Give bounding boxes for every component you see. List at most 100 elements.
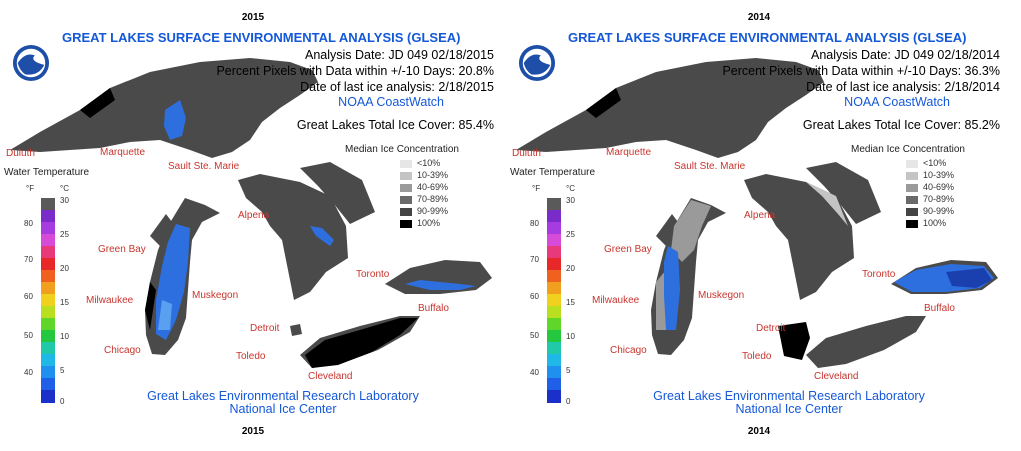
- city-sault-ste-marie: Sault Ste. Marie: [674, 161, 746, 172]
- city-marquette: Marquette: [606, 147, 652, 158]
- credit-nic: National Ice Center: [229, 402, 337, 416]
- open-water: [164, 100, 186, 140]
- map-title: GREAT LAKES SURFACE ENVIRONMENTAL ANALYS…: [62, 30, 461, 45]
- f-tick: 60: [530, 292, 539, 301]
- open-water: [405, 280, 476, 290]
- water-temp-title: Water Temperature: [510, 167, 596, 178]
- legend-label: 70-89%: [417, 194, 449, 204]
- city-sault-ste-marie: Sault Ste. Marie: [168, 161, 240, 172]
- credit-nic: National Ice Center: [735, 402, 843, 416]
- f-tick: 70: [530, 255, 539, 264]
- temperature-colorbar: [41, 198, 55, 403]
- percent-pixels: Percent Pixels with Data within +/-10 Da…: [722, 64, 1000, 78]
- c-tick: 25: [60, 230, 69, 239]
- legend-label: 10-39%: [923, 170, 955, 180]
- f-tick: 50: [24, 331, 33, 340]
- c-tick: 0: [60, 397, 65, 406]
- city-buffalo: Buffalo: [418, 303, 449, 314]
- city-alpena: Alpena: [744, 210, 776, 221]
- city-duluth: Duluth: [6, 148, 35, 159]
- unit-fahrenheit: °F: [532, 184, 541, 193]
- city-detroit: Detroit: [250, 323, 280, 334]
- c-tick: 10: [566, 332, 575, 341]
- open-water: [946, 268, 992, 288]
- lakes-map-2015: [10, 58, 492, 368]
- unit-fahrenheit: °F: [26, 184, 35, 193]
- ice-light-area: [671, 200, 711, 262]
- c-tick: 25: [566, 230, 575, 239]
- lakes-map-2014: [516, 58, 998, 368]
- panel-2014: 2014 GREAT LAKES SURFACE ENVIRONMENTAL A…: [506, 0, 1012, 451]
- f-tick: 80: [530, 219, 539, 228]
- city-cleveland: Cleveland: [814, 371, 859, 382]
- ice-100-area: [778, 322, 810, 360]
- c-tick: 5: [60, 366, 65, 375]
- city-chicago: Chicago: [610, 345, 647, 356]
- f-tick: 40: [24, 368, 33, 377]
- legend-label: 100%: [923, 218, 947, 228]
- last-ice-analysis: Date of last ice analysis: 2/18/2015: [300, 80, 494, 94]
- legend-swatch: [906, 196, 918, 204]
- unit-celsius: °C: [566, 184, 575, 193]
- city-chicago: Chicago: [104, 345, 141, 356]
- analysis-date: Analysis Date: JD 049 02/18/2015: [304, 48, 494, 62]
- f-tick: 80: [24, 219, 33, 228]
- noaa-logo-icon: [518, 44, 556, 82]
- legend-label: 100%: [417, 218, 441, 228]
- city-detroit: Detroit: [756, 323, 786, 334]
- c-tick: 20: [566, 264, 575, 273]
- percent-pixels: Percent Pixels with Data within +/-10 Da…: [216, 64, 494, 78]
- last-ice-analysis: Date of last ice analysis: 2/18/2014: [806, 80, 1000, 94]
- f-tick: 40: [530, 368, 539, 377]
- water-temp-title: Water Temperature: [4, 167, 90, 178]
- city-milwaukee: Milwaukee: [592, 295, 640, 306]
- legend-label: 90-99%: [923, 206, 955, 216]
- legend-swatch: [400, 196, 412, 204]
- legend-label: 40-69%: [417, 182, 449, 192]
- credit-glerl: Great Lakes Environmental Research Labor…: [147, 389, 419, 403]
- legend-label: 10-39%: [417, 170, 449, 180]
- city-toronto: Toronto: [356, 269, 390, 280]
- city-marquette: Marquette: [100, 147, 146, 158]
- year-label-top: 2015: [241, 12, 265, 23]
- coastwatch-label: NOAA CoastWatch: [844, 95, 950, 109]
- credit-glerl: Great Lakes Environmental Research Labor…: [653, 389, 925, 403]
- legend-label: 90-99%: [417, 206, 449, 216]
- legend-swatch: [400, 208, 412, 216]
- legend-swatch: [906, 172, 918, 180]
- c-tick: 15: [60, 298, 69, 307]
- f-tick: 50: [530, 331, 539, 340]
- noaa-logo-icon: [12, 44, 50, 82]
- ice-100-area: [586, 88, 621, 118]
- unit-celsius: °C: [60, 184, 69, 193]
- legend-swatch: [400, 172, 412, 180]
- total-ice-cover: Great Lakes Total Ice Cover: 85.4%: [296, 118, 494, 132]
- total-ice-cover: Great Lakes Total Ice Cover: 85.2%: [802, 118, 1000, 132]
- open-water: [664, 246, 680, 330]
- year-label-top: 2014: [747, 12, 771, 23]
- city-alpena: Alpena: [238, 210, 270, 221]
- map-title: GREAT LAKES SURFACE ENVIRONMENTAL ANALYS…: [568, 30, 967, 45]
- city-toronto: Toronto: [862, 269, 896, 280]
- coastwatch-label: NOAA CoastWatch: [338, 95, 444, 109]
- ice-100-area: [305, 318, 418, 368]
- city-buffalo: Buffalo: [924, 303, 955, 314]
- open-water: [158, 300, 172, 330]
- legend-swatch: [906, 220, 918, 228]
- legend-label: 70-89%: [923, 194, 955, 204]
- analysis-date: Analysis Date: JD 049 02/18/2014: [810, 48, 1000, 62]
- legend-swatch: [906, 184, 918, 192]
- legend-label: 40-69%: [923, 182, 955, 192]
- city-green-bay: Green Bay: [98, 244, 146, 255]
- city-milwaukee: Milwaukee: [86, 295, 134, 306]
- legend-label: <10%: [923, 158, 947, 168]
- ice-legend-title: Median Ice Concentration: [851, 144, 965, 155]
- c-tick: 0: [566, 397, 571, 406]
- city-muskegon: Muskegon: [192, 290, 239, 301]
- city-green-bay: Green Bay: [604, 244, 652, 255]
- legend-swatch: [400, 184, 412, 192]
- year-label-bottom: 2015: [241, 426, 265, 437]
- legend-swatch: [906, 208, 918, 216]
- c-tick: 20: [60, 264, 69, 273]
- legend-label: <10%: [417, 158, 441, 168]
